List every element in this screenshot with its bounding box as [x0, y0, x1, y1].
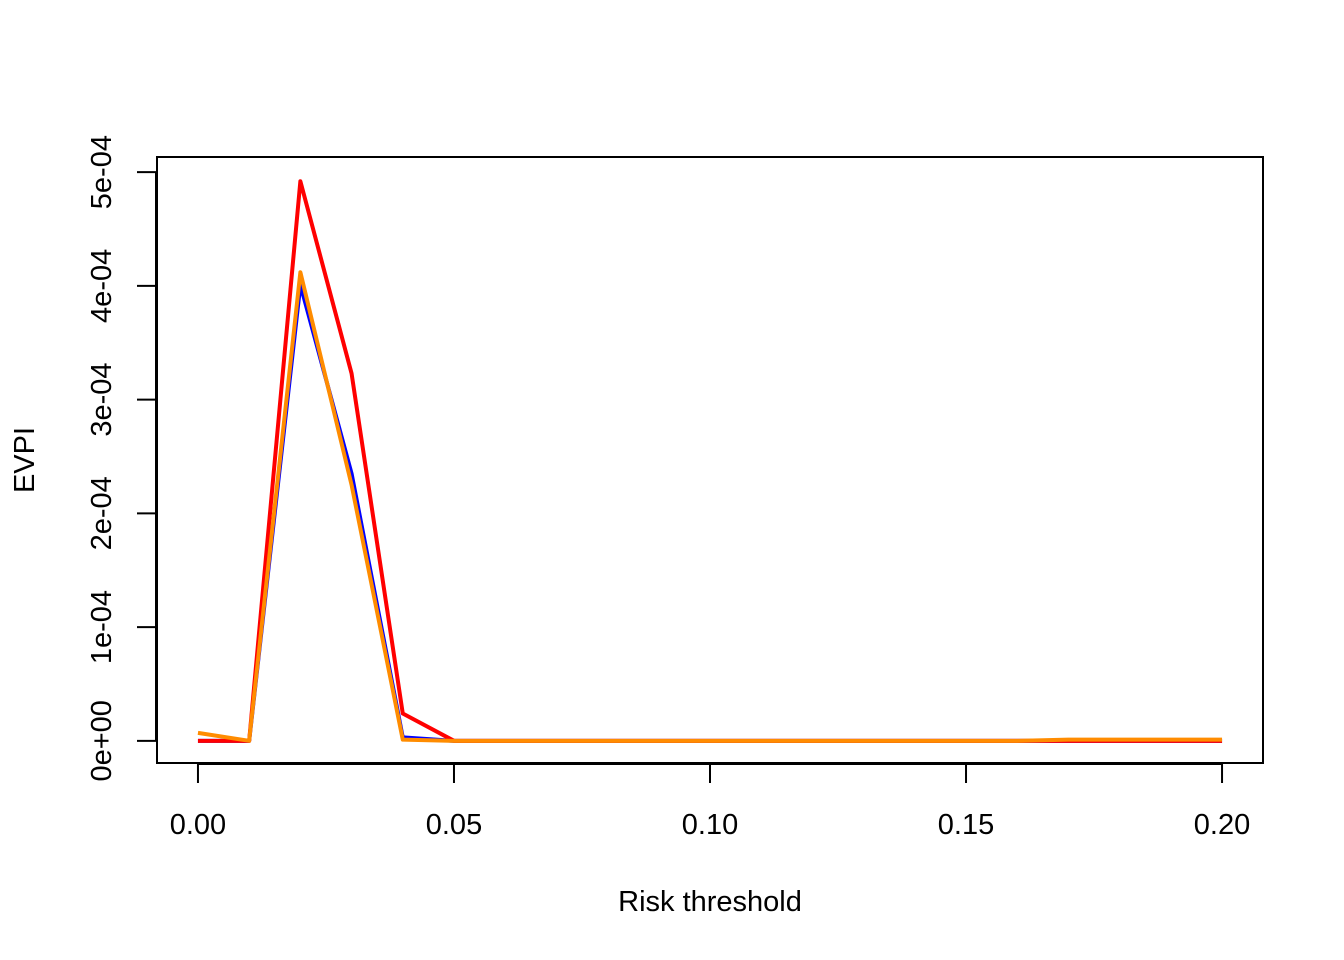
series-layer: [197, 179, 1223, 743]
y-tick-label: 4e-04: [86, 249, 118, 323]
x-tick-label: 0.10: [682, 809, 738, 841]
x-tick-label: 0.00: [170, 809, 226, 841]
y-axis-title: EVPI: [9, 427, 41, 493]
y-tick-label: 3e-04: [86, 363, 118, 437]
y-tick-label: 0e+00: [86, 700, 118, 781]
x-tick-label: 0.15: [938, 809, 994, 841]
y-tick-label: 1e-04: [86, 590, 118, 664]
x-axis-title: Risk threshold: [618, 886, 802, 918]
x-axis: 0.00 0.05 0.10 0.15 0.20: [170, 763, 1250, 841]
y-tick-label: 2e-04: [86, 476, 118, 550]
series-line-1: [197, 282, 1223, 743]
y-axis: 0e+00 1e-04 2e-04 3e-04 4e-04 5e-04: [86, 135, 157, 782]
series-line-3: [197, 270, 1223, 743]
x-tick-label: 0.20: [1194, 809, 1250, 841]
plot-frame: [156, 156, 1264, 764]
series-line-2: [197, 179, 1223, 743]
y-tick-label: 5e-04: [86, 135, 118, 209]
x-tick-label: 0.05: [426, 809, 482, 841]
